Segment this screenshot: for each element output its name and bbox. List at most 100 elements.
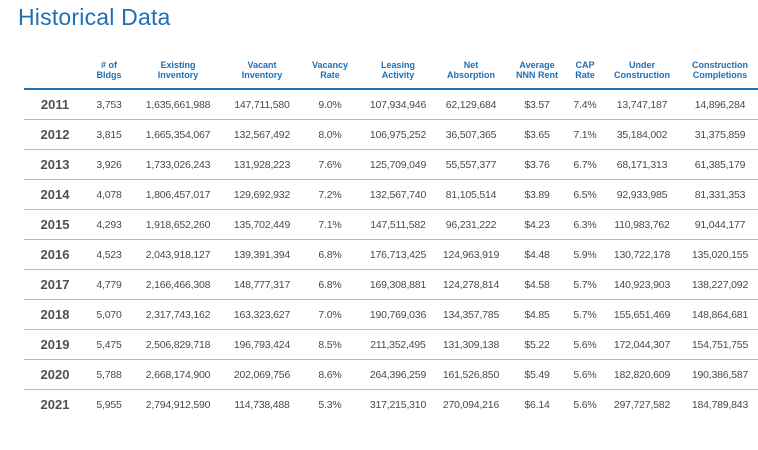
year-cell: 2019 bbox=[24, 329, 86, 360]
table-cell: 6.7% bbox=[568, 149, 602, 180]
year-cell: 2020 bbox=[24, 359, 86, 390]
table-cell: 5.6% bbox=[568, 359, 602, 390]
table-cell: 196,793,424 bbox=[224, 329, 300, 360]
table-cell: 297,727,582 bbox=[613, 398, 671, 411]
table-cell: 132,567,740 bbox=[360, 179, 436, 210]
table-cell: 138,227,092 bbox=[682, 269, 758, 300]
year-cell: 2021 bbox=[40, 397, 70, 412]
table-cell: 7.6% bbox=[300, 149, 360, 180]
table-cell: 182,820,609 bbox=[602, 359, 682, 390]
table-cell: 4,293 bbox=[86, 209, 132, 240]
table-cell: 1,635,661,988 bbox=[132, 89, 224, 120]
table-cell: 155,651,469 bbox=[602, 299, 682, 330]
year-cell: 2015 bbox=[24, 209, 86, 240]
table-cell: 14,896,284 bbox=[682, 89, 758, 120]
table-cell: 135,020,155 bbox=[682, 239, 758, 270]
table-cell: 8.6% bbox=[300, 359, 360, 390]
table-cell: 172,044,307 bbox=[602, 329, 682, 360]
table-cell: 148,777,317 bbox=[224, 269, 300, 300]
table-cell: $5.49 bbox=[506, 359, 568, 390]
table-cell: 202,069,756 bbox=[224, 359, 300, 390]
table-cell: 8.0% bbox=[300, 119, 360, 150]
table-cell: 9.0% bbox=[300, 89, 360, 120]
table-cell: 130,722,178 bbox=[602, 239, 682, 270]
table-cell: 7.0% bbox=[300, 299, 360, 330]
table-cell: 81,331,353 bbox=[682, 179, 758, 210]
table-cell: 176,713,425 bbox=[360, 239, 436, 270]
table-cell: 264,396,259 bbox=[360, 359, 436, 390]
table-cell: 5.6% bbox=[573, 398, 597, 411]
table-cell: 5,788 bbox=[86, 359, 132, 390]
table-cell: 4,523 bbox=[86, 239, 132, 270]
table-cell: 6.5% bbox=[568, 179, 602, 210]
table-cell: 124,963,919 bbox=[436, 239, 506, 270]
table-cell: 107,934,946 bbox=[360, 89, 436, 120]
table-cell: $5.22 bbox=[506, 329, 568, 360]
table-cell: 62,129,684 bbox=[436, 89, 506, 120]
historical-data-table: # of Bldgs Existing Inventory Vacant Inventor… bbox=[24, 60, 758, 419]
table-cell: 96,231,222 bbox=[436, 209, 506, 240]
table-cell: 154,751,755 bbox=[682, 329, 758, 360]
table-cell: 184,789,843 bbox=[691, 398, 749, 411]
table-cell: 5.7% bbox=[568, 299, 602, 330]
column-header: Leasing Activity bbox=[360, 60, 436, 90]
table-cell: 6.3% bbox=[568, 209, 602, 240]
table-cell: 3,753 bbox=[86, 89, 132, 120]
page-title: Historical Data bbox=[18, 4, 171, 30]
column-header: Construction Completions bbox=[682, 60, 758, 90]
table-cell: 55,557,377 bbox=[436, 149, 506, 180]
year-cell: 2011 bbox=[24, 89, 86, 120]
table-cell: 132,567,492 bbox=[224, 119, 300, 150]
table-cell: 110,983,762 bbox=[602, 209, 682, 240]
column-header: Vacant Inventory bbox=[224, 60, 300, 90]
table-header: # of Bldgs Existing Inventory Vacant Inventor… bbox=[24, 60, 758, 90]
table-cell: $4.58 bbox=[506, 269, 568, 300]
year-cell: 2016 bbox=[24, 239, 86, 270]
table-cell: 8.5% bbox=[300, 329, 360, 360]
table-cell: 6.8% bbox=[300, 269, 360, 300]
year-cell: 2017 bbox=[24, 269, 86, 300]
table-row: 2015 4,293 1,918,652,260 135,702,449 7.1% 147… bbox=[24, 209, 758, 240]
table-cell: 114,738,488 bbox=[234, 398, 290, 411]
table-cell: 147,711,580 bbox=[224, 89, 300, 120]
table-cell: 1,665,354,067 bbox=[132, 119, 224, 150]
table-cell: 2,506,829,718 bbox=[132, 329, 224, 360]
table-cell: 36,507,365 bbox=[436, 119, 506, 150]
table-cell: 139,391,394 bbox=[224, 239, 300, 270]
table-cell: 131,309,138 bbox=[436, 329, 506, 360]
table-cell: 317,215,310 bbox=[369, 398, 427, 411]
table-cell: 161,526,850 bbox=[436, 359, 506, 390]
column-header: Existing Inventory bbox=[132, 60, 224, 90]
table-cell: 5.9% bbox=[568, 239, 602, 270]
table-row: 2013 3,926 1,733,026,243 131,928,223 7.6% 125… bbox=[24, 149, 758, 180]
table-cell: 1,733,026,243 bbox=[132, 149, 224, 180]
year-cell: 2018 bbox=[24, 299, 86, 330]
table-cell: 148,864,681 bbox=[682, 299, 758, 330]
table-cell: $3.89 bbox=[506, 179, 568, 210]
table-row: 2012 3,815 1,665,354,067 132,567,492 8.0% 106… bbox=[24, 119, 758, 150]
table-cell: $3.65 bbox=[506, 119, 568, 150]
table-cell: 7.4% bbox=[568, 89, 602, 120]
table-cell: 169,308,881 bbox=[360, 269, 436, 300]
column-header: CAP Rate bbox=[568, 60, 602, 90]
table-cell: 2,166,466,308 bbox=[132, 269, 224, 300]
table-cell: 2,317,743,162 bbox=[132, 299, 224, 330]
table-cell: 35,184,002 bbox=[602, 119, 682, 150]
table-cell: 106,975,252 bbox=[360, 119, 436, 150]
table-cell: 2,668,174,900 bbox=[132, 359, 224, 390]
table-cell: 6.8% bbox=[300, 239, 360, 270]
year-cell: 2012 bbox=[24, 119, 86, 150]
table-cell: 211,352,495 bbox=[360, 329, 436, 360]
table-row: 2018 5,070 2,317,743,162 163,323,627 7.0% 190… bbox=[24, 299, 758, 330]
table-cell: 131,928,223 bbox=[224, 149, 300, 180]
table-row: 2016 4,523 2,043,918,127 139,391,394 6.8% 176… bbox=[24, 239, 758, 270]
header-row: # of Bldgs Existing Inventory Vacant Inventor… bbox=[24, 60, 758, 90]
table-cell: 5,955 bbox=[96, 398, 122, 411]
table-cell: $4.48 bbox=[506, 239, 568, 270]
table-cell: 190,386,587 bbox=[682, 359, 758, 390]
table-cell: $6.14 bbox=[524, 398, 550, 411]
column-header: Average NNN Rent bbox=[506, 60, 568, 90]
table-cell: $4.85 bbox=[506, 299, 568, 330]
table-cell: 7.1% bbox=[300, 209, 360, 240]
table-cell: 5,070 bbox=[86, 299, 132, 330]
